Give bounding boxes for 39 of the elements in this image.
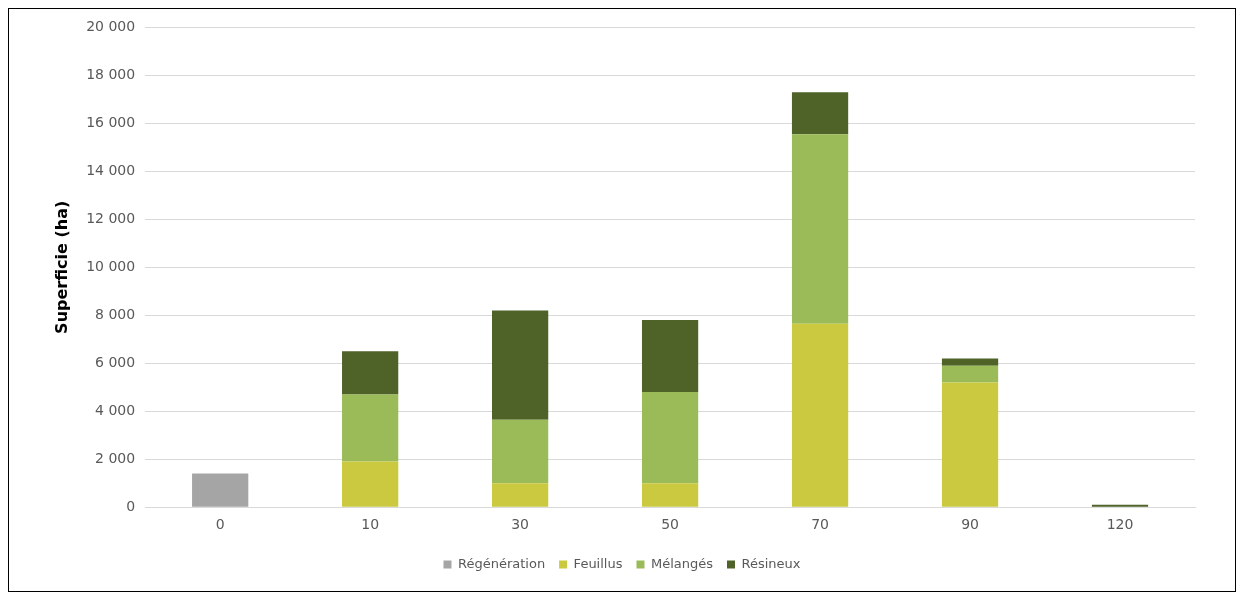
legend-label: Mélangés [650, 555, 714, 571]
y-tick-label: 10 000 [86, 257, 136, 274]
legend-label: Feuillus [573, 555, 623, 571]
y-tick-label: 8 000 [95, 305, 136, 322]
bar [492, 483, 549, 507]
bar [492, 419, 549, 484]
bar [192, 473, 249, 507]
legend-label: Résineux [741, 555, 801, 571]
bar [941, 382, 999, 507]
bar [342, 394, 399, 462]
legend-label: Régénération [457, 555, 546, 571]
y-tick-label: 2 000 [95, 449, 136, 466]
y-tick-label: 0 [126, 497, 136, 514]
y-tick-label: 16 000 [86, 114, 136, 130]
bar [941, 358, 999, 366]
bar [791, 92, 849, 135]
bar [791, 134, 849, 324]
bar [492, 310, 549, 420]
y-tick-label: 20 000 [86, 18, 136, 35]
x-tick-label: 90 [961, 516, 979, 533]
x-tick-label: 10 [361, 516, 380, 533]
bar [941, 365, 999, 383]
x-tick-label: 0 [215, 516, 225, 533]
y-tick-label: 12 000 [86, 209, 136, 226]
bar [641, 483, 699, 507]
bar [342, 351, 399, 395]
y-axis-title: Superficie (ha) [51, 200, 71, 334]
y-tick-label: 18 000 [86, 66, 136, 83]
bar [641, 320, 699, 393]
bar [342, 461, 399, 507]
bar [791, 323, 849, 507]
x-tick-label: 50 [661, 516, 680, 533]
y-tick-label: 4 000 [95, 401, 136, 418]
x-tick-label: 70 [811, 516, 829, 533]
y-tick-label: 6 000 [95, 353, 136, 370]
bar [641, 392, 699, 484]
x-tick-label: 120 [1106, 516, 1134, 533]
x-tick-label: 30 [511, 516, 530, 533]
y-tick-label: 14 000 [86, 161, 136, 178]
